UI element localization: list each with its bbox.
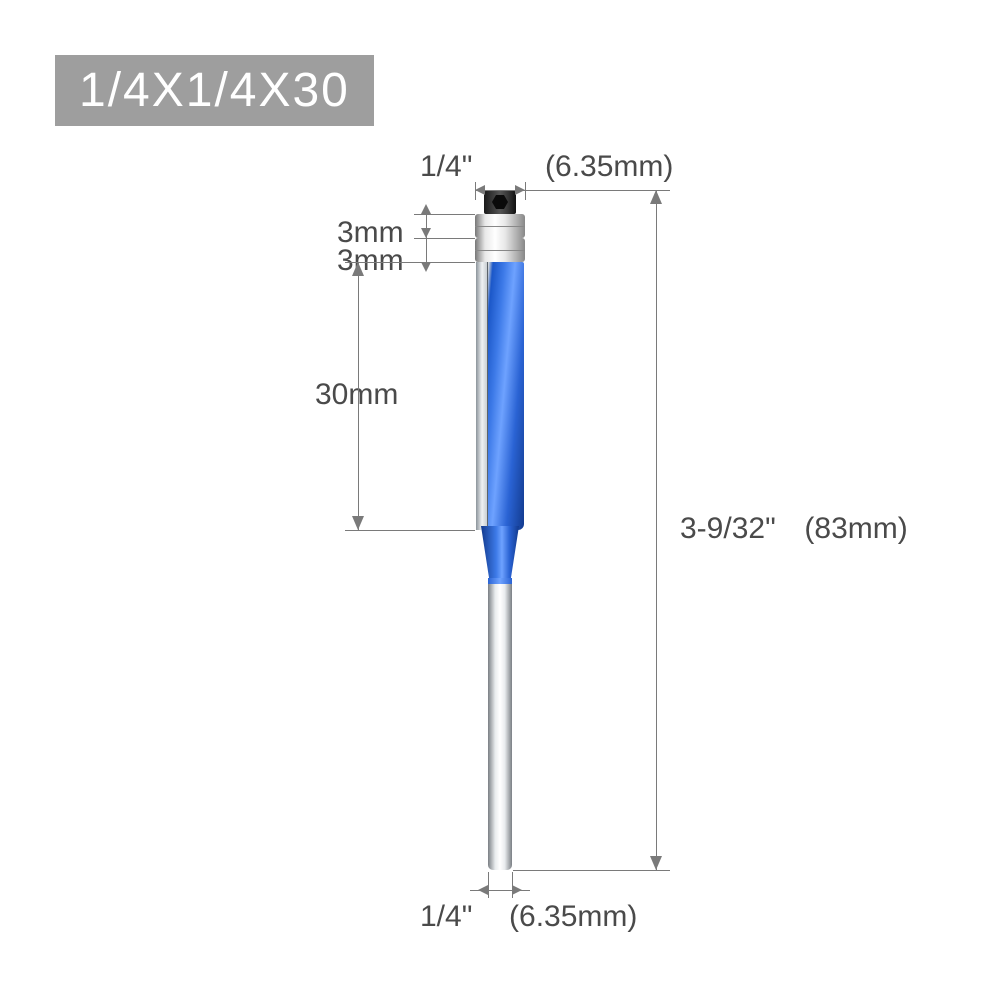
arrow-head-right	[515, 185, 525, 195]
bit-hex-screw	[484, 190, 516, 214]
dim-shank: 1/4" (6.35mm)	[420, 900, 637, 934]
arrow-head-right	[512, 885, 522, 895]
ext-line	[513, 870, 670, 871]
ext-line	[488, 872, 489, 898]
arrow-head-up	[352, 262, 364, 276]
dim-overall: 3-9/32" (83mm)	[680, 512, 908, 546]
bit-bearing-1	[475, 214, 525, 238]
arrow-head-down	[352, 516, 364, 530]
title-text: 1/4X1/4X30	[79, 64, 350, 117]
arrow-head-left	[478, 885, 488, 895]
product-size-banner: 1/4X1/4X30	[55, 55, 374, 126]
dim-arrow	[656, 190, 657, 870]
ext-line	[345, 262, 475, 263]
dim-top-width: 1/4" (6.35mm)	[420, 150, 673, 184]
dim-shank-imp: 1/4"	[420, 900, 472, 933]
arrow-head-up	[421, 228, 431, 238]
dim-cutter-len: 30mm	[315, 378, 398, 412]
ext-line	[525, 182, 526, 200]
ext-line	[414, 238, 475, 239]
bit-bearing-2	[475, 238, 525, 262]
bit-cutter	[476, 262, 524, 530]
dim-top-width-met: (6.35mm)	[545, 150, 673, 183]
ext-line	[345, 530, 475, 531]
bit-shank	[488, 578, 512, 870]
dim-arrow	[358, 262, 359, 530]
dim-overall-met: (83mm)	[804, 512, 907, 545]
bit-neck	[481, 526, 519, 580]
dim-top-width-imp: 1/4"	[420, 150, 472, 183]
dim-arrow	[426, 214, 427, 262]
dim-overall-imp: 3-9/32"	[680, 512, 776, 545]
ext-line	[414, 214, 475, 215]
router-bit	[475, 190, 525, 870]
dim-bearing2: 3mm	[337, 244, 404, 278]
arrow-head-up	[421, 262, 431, 272]
arrow-head-up	[650, 190, 662, 204]
ext-line	[525, 190, 670, 191]
arrow-head-left	[475, 185, 485, 195]
arrow-head-down	[650, 856, 662, 870]
arrow-head-down	[421, 204, 431, 214]
dim-shank-met: (6.35mm)	[509, 900, 637, 933]
diagram-stage: 1/4X1/4X30 1/4" (6.35mm) 3mm 3mm 30mm 3-…	[0, 0, 1001, 1001]
